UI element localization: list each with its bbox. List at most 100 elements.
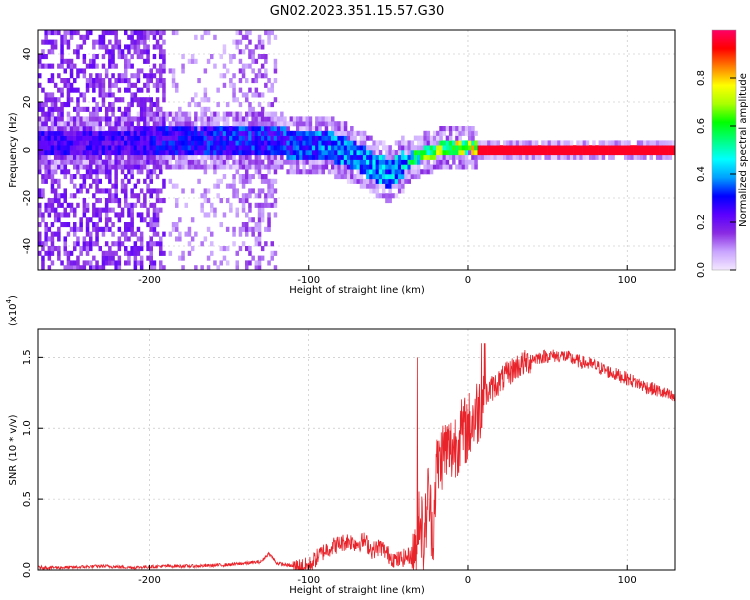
spectrogram-cell	[652, 140, 657, 146]
spectrogram-cell	[50, 241, 55, 247]
spectrogram-cell	[101, 82, 106, 88]
spectrogram-cell	[162, 111, 166, 117]
spectrogram-cell	[92, 222, 96, 228]
spectrogram-cell	[114, 150, 118, 156]
spectrogram-cell	[197, 130, 201, 136]
spectrogram-cell	[388, 198, 392, 204]
spectrogram-cell	[407, 164, 411, 170]
spectrogram-cell	[82, 106, 87, 112]
spectrogram-cell	[219, 73, 223, 79]
spectrogram-cell	[155, 68, 160, 74]
spectrogram-cell	[117, 121, 122, 127]
spectrogram-cell	[614, 150, 618, 156]
spectrogram-cell	[331, 150, 335, 156]
spectrogram-cell	[280, 116, 284, 122]
spectrogram-cell	[104, 121, 109, 127]
spectrogram-cell	[44, 116, 48, 122]
spectrogram-cell	[232, 82, 236, 88]
spectrogram-cell	[136, 178, 141, 184]
spectrogram-cell	[375, 164, 380, 170]
spectrogram-cell	[315, 135, 319, 141]
spectrogram-cell	[397, 169, 402, 175]
spectrogram-cell	[38, 116, 42, 122]
spectrogram-cell	[254, 164, 259, 170]
spectrogram-cell	[410, 154, 415, 160]
spectrogram-cell	[388, 169, 392, 175]
spectrogram-cell	[38, 150, 42, 156]
spectrogram-cell	[229, 207, 233, 213]
spectrogram-cell	[117, 126, 122, 132]
spectrogram-cell	[238, 231, 243, 237]
spectrogram-cell	[108, 145, 112, 151]
spectrogram-cell	[136, 198, 141, 204]
spectrogram-cell	[159, 121, 163, 127]
spectrogram-cell	[260, 39, 265, 45]
spectrogram-cell	[203, 30, 208, 36]
spectrogram-cell	[69, 250, 74, 256]
spectrogram-cell	[130, 140, 134, 146]
spectrogram-cell	[89, 126, 93, 132]
spectrogram-cell	[241, 145, 246, 151]
spectrogram-cell	[273, 63, 278, 69]
spectrogram-cell	[149, 193, 153, 199]
spectrogram-cell	[127, 49, 131, 55]
spectrogram-cell	[315, 164, 319, 170]
spectrogram-cell	[225, 183, 230, 189]
spectrogram-cell	[184, 231, 188, 237]
spectrogram-cell	[238, 49, 243, 55]
spectrogram-cell	[190, 159, 195, 165]
spectrogram-cell	[439, 140, 443, 146]
spectrogram-cell	[296, 121, 300, 127]
spectrogram-cell	[353, 140, 357, 146]
spectrogram-cell	[350, 154, 354, 160]
spectrogram-cell	[372, 145, 376, 151]
spectrogram-cell	[95, 73, 99, 79]
spectrogram-cell	[448, 164, 453, 170]
spectrogram-cell	[248, 164, 252, 170]
spectrogram-cell	[216, 265, 220, 270]
spectrogram-cell	[162, 78, 166, 84]
spectrogram-cell	[117, 135, 122, 141]
spectrogram-cell	[79, 92, 83, 98]
spectrogram-cell	[200, 121, 204, 127]
spectrogram-cell	[216, 150, 220, 156]
spectrogram-cell	[184, 121, 188, 127]
spectrogram-cell	[76, 159, 80, 165]
spectrogram-cell	[315, 145, 319, 151]
spectrogram-cell	[63, 154, 67, 160]
spectrogram-cell	[659, 150, 663, 156]
spectrogram-cell	[248, 145, 252, 151]
spectrogram-cell	[82, 183, 87, 189]
spectrogram-cell	[280, 130, 284, 136]
spectrogram-cell	[439, 135, 443, 141]
spectrogram-cell	[162, 58, 166, 64]
spectrogram-cell	[267, 159, 271, 165]
spectrogram-cell	[85, 260, 90, 266]
spectrogram-cell	[388, 145, 392, 151]
spectrogram-cell	[127, 226, 131, 232]
spectrogram-cell	[66, 260, 71, 266]
spectrogram-cell	[50, 178, 55, 184]
spectrogram-cell	[162, 198, 166, 204]
spectrogram-cell	[452, 140, 456, 146]
spectrogram-cell	[477, 150, 481, 156]
spectrogram-cell	[592, 145, 596, 151]
spectrogram-cell	[98, 150, 102, 156]
spectrogram-cell	[38, 159, 42, 165]
spectrogram-cell	[229, 145, 233, 151]
spectrogram-cell	[194, 154, 198, 160]
spectrogram-cell	[66, 63, 71, 69]
spectrogram-cell	[474, 145, 478, 151]
spectrogram-cell	[407, 145, 411, 151]
spectrogram-cell	[38, 135, 42, 141]
spectrogram-cell	[576, 140, 580, 146]
spectrogram-cell	[267, 226, 271, 232]
spectrogram-cell	[213, 154, 217, 160]
spectrogram-cell	[206, 140, 211, 146]
spectrogram-cell	[66, 169, 71, 175]
spectrogram-cell	[69, 116, 74, 122]
spectrogram-cell	[155, 145, 160, 151]
spectrogram-cell	[241, 198, 246, 204]
spectrogram-cell	[241, 140, 246, 146]
spectrogram-cell	[85, 82, 90, 88]
